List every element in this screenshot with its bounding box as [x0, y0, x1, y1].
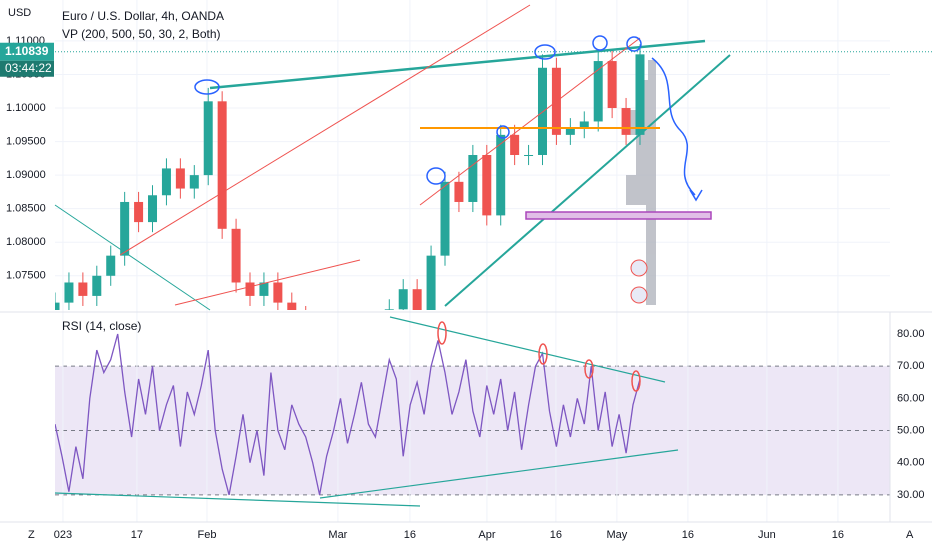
y-tick-label: 1.08000 [6, 236, 46, 248]
x-tick-label: 023 [54, 529, 72, 541]
candle-body [175, 168, 185, 189]
indicator-label: VP (200, 500, 50, 30, 2, Both) [62, 27, 221, 41]
candle-body [454, 181, 464, 202]
candle-body [579, 121, 589, 129]
x-tick-label: May [606, 529, 627, 541]
candle-body [64, 282, 74, 303]
candle-body [357, 343, 366, 350]
countdown-tag [0, 60, 54, 77]
candle-body [412, 289, 422, 310]
candle-body [426, 255, 436, 310]
y-tick-label: 1.10000 [6, 102, 46, 114]
rsi-tick-label: 70.00 [897, 360, 925, 372]
candle-body [301, 316, 310, 336]
rsi-tick-label: 40.00 [897, 457, 925, 469]
x-tick-label: 16 [682, 529, 694, 541]
candle-body [148, 195, 158, 223]
rsi-label: RSI (14, close) [62, 319, 141, 333]
y-tick-label: 1.09500 [6, 135, 46, 147]
x-tick-label: 16 [550, 529, 562, 541]
candle-body [496, 134, 506, 216]
candle-body [106, 255, 116, 276]
candle-body [510, 134, 520, 155]
x-tick-label: 16 [404, 529, 416, 541]
rsi-tick-label: 60.00 [897, 392, 925, 404]
rsi-tick-label: 80.00 [897, 328, 925, 340]
candle-body [621, 108, 631, 135]
chart-title: Euro / U.S. Dollar, 4h, OANDA [62, 9, 224, 23]
candle-body [189, 175, 199, 189]
candle-body [120, 201, 130, 256]
candle-body [482, 155, 492, 216]
y-tick-label: 1.08500 [6, 203, 46, 215]
price-axis-label: USD [8, 7, 31, 19]
candle-body [245, 282, 255, 296]
x-tick-label: Feb [197, 529, 216, 541]
candle-body [329, 350, 338, 357]
candle-body [273, 282, 283, 303]
candle-body [607, 61, 617, 109]
y-tick-label: 1.07500 [6, 270, 46, 282]
y-tick-label: 1.09000 [6, 169, 46, 181]
drawings [54, 4, 731, 507]
candle-body [217, 101, 227, 229]
candle-body [384, 309, 394, 310]
candle-body [565, 128, 575, 135]
last-price-tag [0, 42, 54, 61]
candle-body [203, 101, 213, 176]
x-tick-label: Apr [478, 529, 495, 541]
x-tick-label: Jun [758, 529, 776, 541]
candle-body [343, 350, 352, 357]
x-tick-label: Mar [328, 529, 347, 541]
timezone-button[interactable]: Z [28, 529, 35, 541]
last-price-label: 1.10839 [5, 44, 49, 58]
x-tick-label: 16 [832, 529, 844, 541]
candle-body [259, 282, 269, 296]
candle-body [161, 168, 171, 196]
candle-body [593, 61, 603, 122]
candle-body [635, 54, 645, 135]
candle-body [134, 201, 144, 223]
volume-profile [626, 60, 656, 305]
candle-body [468, 155, 478, 202]
rsi-tick-label: 30.00 [897, 489, 925, 501]
candle-body [440, 181, 450, 256]
x-tick-label: 17 [131, 529, 143, 541]
countdown-label: 03:44:22 [5, 61, 52, 75]
candle-body [537, 67, 547, 155]
candle-body [371, 329, 380, 342]
candle-body [524, 155, 534, 156]
auto-scale-button[interactable]: A [906, 529, 914, 541]
candle-body [55, 302, 60, 310]
candle-body [315, 336, 324, 349]
candle-body [231, 228, 241, 283]
candle-body [92, 275, 102, 296]
rsi-tick-label: 50.00 [897, 424, 925, 436]
candle-body [78, 282, 88, 296]
candle-body [398, 289, 408, 310]
candle-body [287, 302, 297, 310]
